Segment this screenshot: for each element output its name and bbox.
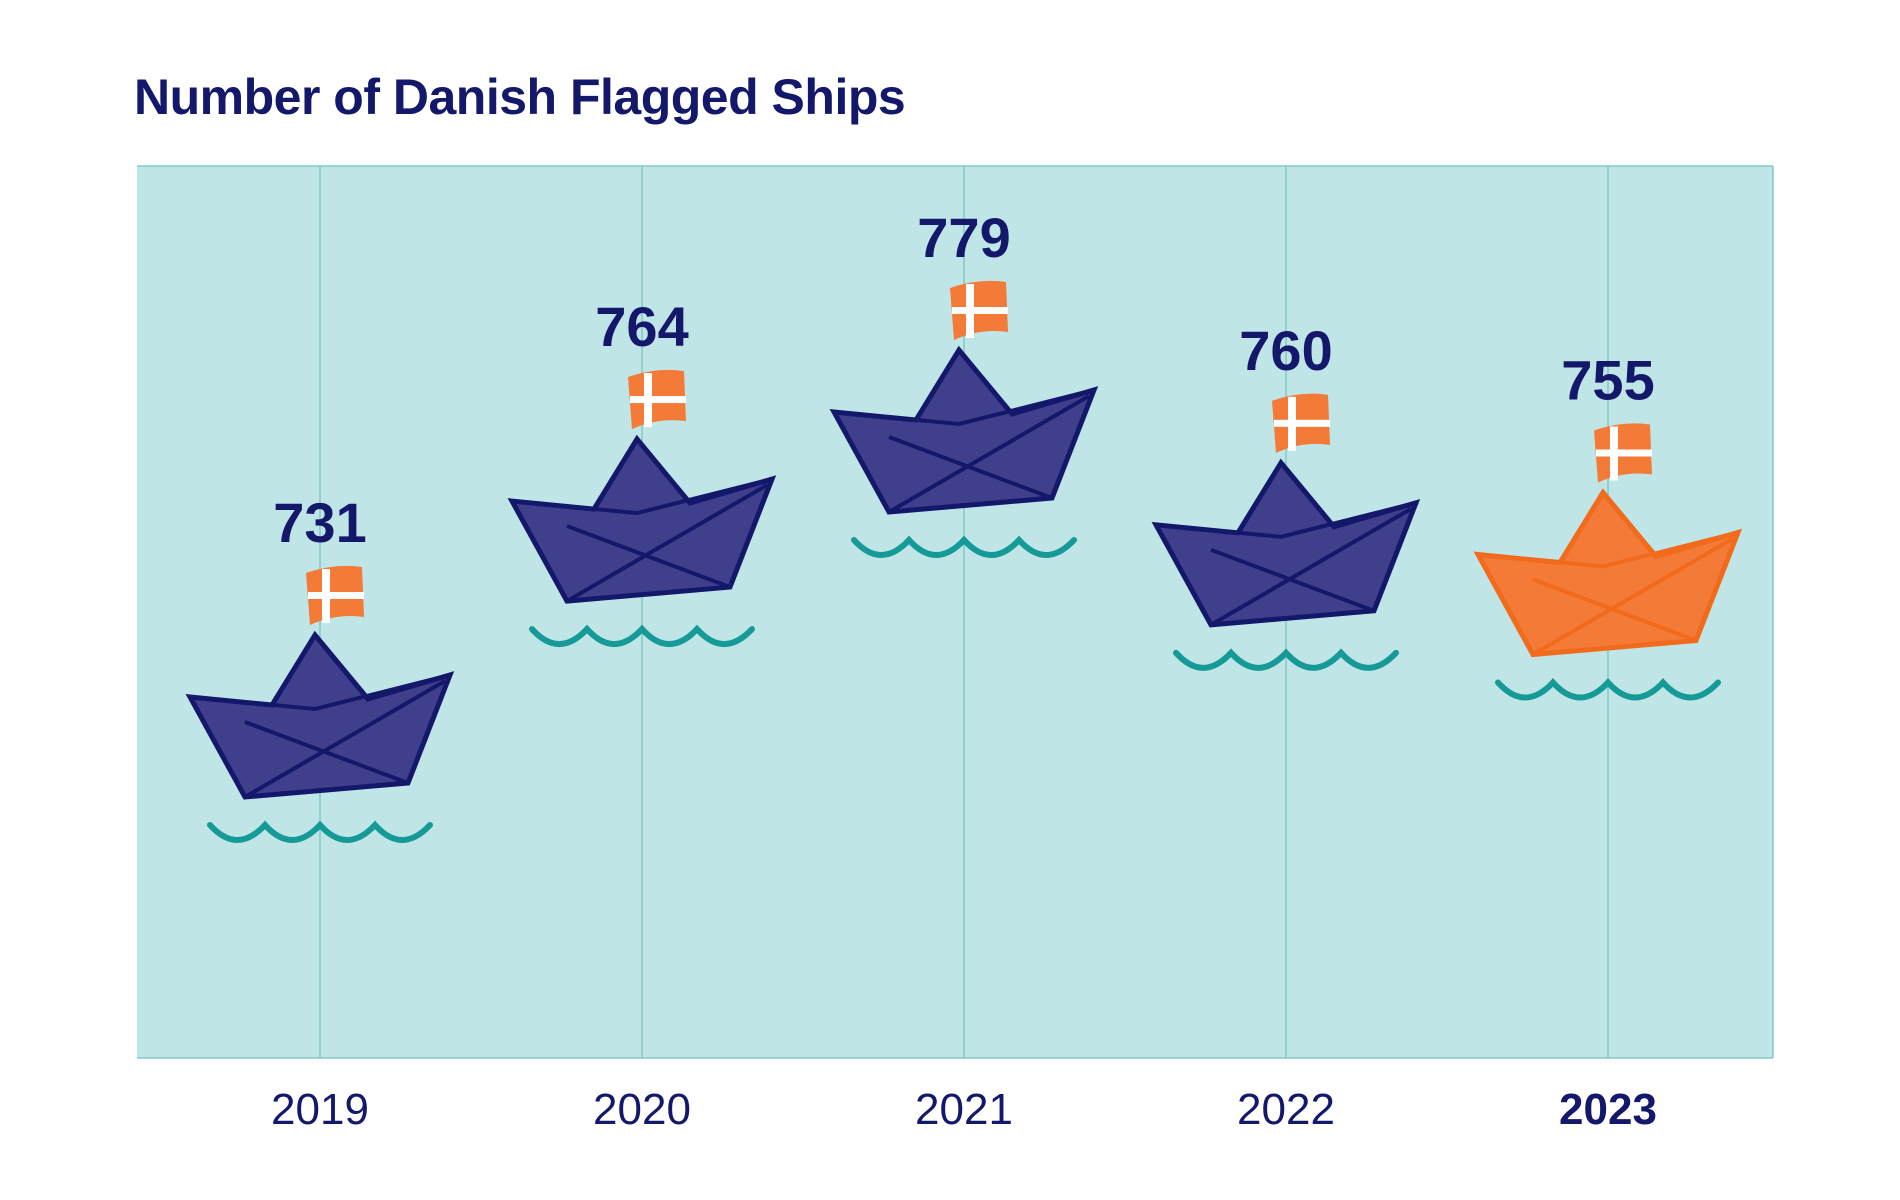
danish-flag-icon [306, 565, 364, 625]
data-label: 764 [595, 295, 688, 358]
water-waves [207, 820, 433, 843]
flag-cross-horizontal [308, 592, 364, 599]
chart-title: Number of Danish Flagged Ships [134, 69, 906, 125]
x-tick-label: 2021 [915, 1085, 1013, 1134]
boat-marker-2019 [185, 565, 455, 843]
flag-cross-horizontal [1274, 419, 1330, 427]
boat-crease [566, 524, 731, 589]
data-label: 755 [1561, 349, 1654, 412]
data-marks: 731 764 779 760 755 [185, 206, 1743, 843]
boat-marker-2021 [829, 280, 1099, 558]
boat-crease [888, 435, 1053, 500]
boat-crease [565, 483, 769, 603]
data-label: 731 [273, 491, 366, 554]
danish-flag-icon [950, 280, 1008, 340]
boat-crease [1210, 547, 1375, 613]
danish-flag-icon [1594, 423, 1652, 483]
boat-crease [887, 394, 1091, 514]
x-tick-labels: 2019 2020 2021 2022 2023 [271, 1085, 1657, 1134]
danish-flag-icon [628, 369, 686, 430]
boat-marker-2022 [1151, 393, 1421, 671]
water-waves [1495, 678, 1721, 701]
boat-crease [244, 720, 409, 785]
water-waves [529, 624, 755, 647]
boat-fold [189, 673, 451, 712]
boat-fold [511, 477, 773, 516]
x-tick-label: 2019 [271, 1085, 369, 1134]
boat-fold [1477, 530, 1739, 569]
boat-fold [1155, 500, 1417, 539]
data-label: 760 [1239, 319, 1332, 382]
boat-fold [833, 388, 1095, 427]
danish-flag-icon [1272, 393, 1330, 453]
boat-crease [1531, 536, 1735, 657]
boat-crease [1209, 507, 1413, 627]
data-label: 779 [917, 206, 1010, 269]
x-tick-label: 2022 [1237, 1085, 1335, 1134]
x-tick-label: 2020 [593, 1085, 691, 1134]
water-waves [1173, 648, 1399, 671]
boat-crease [243, 679, 447, 799]
flag-cross-horizontal [1596, 449, 1652, 457]
boat-marker-2023 [1473, 423, 1743, 701]
x-tick-label: 2023 [1559, 1085, 1657, 1134]
boat-marker-2020 [507, 369, 777, 647]
water-waves [851, 535, 1077, 558]
flag-cross-horizontal [952, 307, 1008, 314]
boat-crease [1532, 577, 1697, 643]
flag-cross-horizontal [630, 396, 686, 404]
